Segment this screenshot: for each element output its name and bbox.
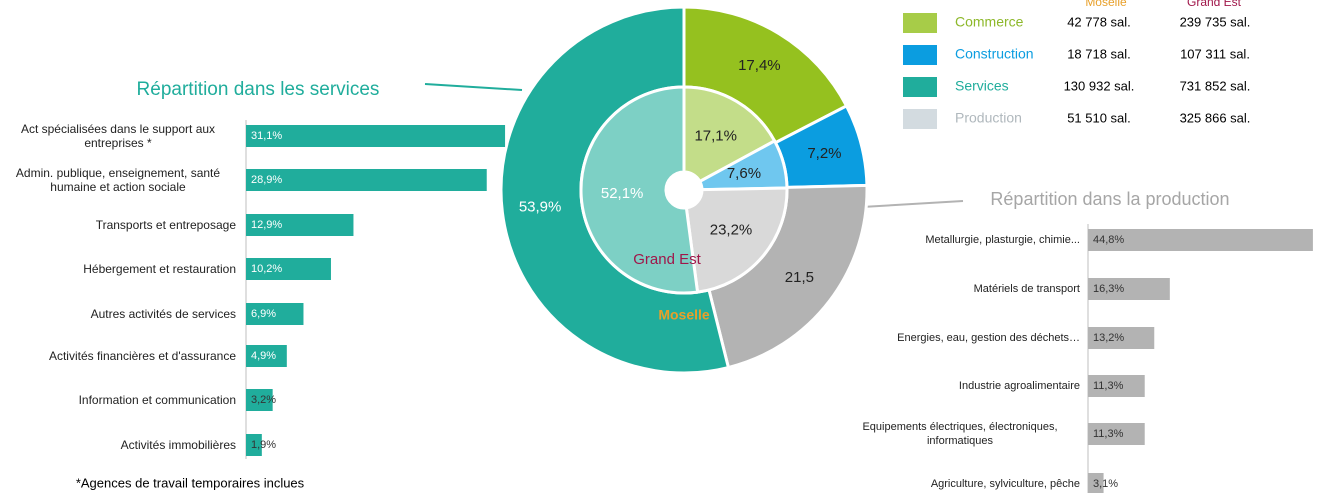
category-label-text: Autres activités de services [90,307,236,321]
bar [246,434,262,456]
slice-label: 52,1% [601,185,644,202]
category-label-text: Activités immobilières [120,438,236,452]
slice-label: 7,2% [807,145,841,162]
legend-header: Grand Est [1187,0,1242,9]
slice-label: 7,6% [727,165,761,182]
bar-value-label: 10,2% [251,263,282,275]
chart-title: Répartition dans la production [990,189,1229,209]
category-label: Activités financières et d'assurance [0,338,236,374]
legend-swatch [903,77,937,97]
bar [246,389,273,411]
bar [1088,229,1313,251]
category-label: Industrie agroalimentaire [800,368,1080,404]
bar-value-label: 3,2% [251,394,276,406]
chart-title: Répartition dans les services [137,79,380,100]
category-label-text: Hébergement et restauration [83,262,236,276]
legend-moselle: 18 718 sal. [1067,46,1131,61]
category-label-text: Industrie agroalimentaire [958,380,1080,392]
category-label: Metallurgie, plasturgie, chimie... [800,222,1080,258]
category-label: Agriculture, sylviculture, pêche [800,466,1080,502]
slice-label: 21,5 [785,269,814,286]
bar-value-label: 28,9% [251,174,282,186]
footnote: *Agences de travail temporaires inclues [76,475,305,490]
legend-grand-est: 325 866 sal. [1180,110,1251,125]
ring-label: Grand Est [633,251,701,268]
donut-slice [682,85,777,184]
production-pointer [861,200,964,208]
category-label-text: Matériels de transport [973,283,1080,295]
bar [246,303,304,325]
bar [1088,423,1145,445]
category-label: Hébergement et restauration [0,251,236,287]
category-label: Autres activités de services [0,296,236,332]
bar [246,125,506,147]
category-label-text: Act spécialisées dans le support aux ent… [20,122,216,150]
category-label-text: Equipements électriques, électroniques, … [862,421,1058,447]
category-label-text: Admin. publique, enseignement, santé hum… [15,166,221,194]
bar [246,214,354,236]
slice-label: 23,2% [710,221,753,238]
donut-slice [579,85,700,295]
legend-grand-est: 731 852 sal. [1180,78,1251,93]
category-label: Matériels de transport [800,271,1080,307]
bar-value-label: 1,9% [251,439,276,451]
category-label: Act spécialisées dans le support aux ent… [0,118,236,154]
slice-label: 53,9% [519,199,562,216]
category-label: Activités immobilières [0,427,236,463]
slice-label: 17,1% [694,128,737,145]
legend-label: Services [955,78,1009,94]
bar-value-label: 16,3% [1093,283,1124,295]
ring-label: Moselle [658,307,710,323]
bar [1088,327,1155,349]
legend-header: Moselle [1085,0,1127,9]
slice-label: 17,4% [738,57,781,74]
legend-moselle: 130 932 sal. [1064,78,1135,93]
legend-label: Construction [955,46,1034,62]
legend-label: Production [955,110,1022,126]
category-label-text: Metallurgie, plasturgie, chimie... [925,234,1080,246]
legend-label: Commerce [955,14,1024,30]
category-label: Transports et entreposage [0,207,236,243]
donut-slice [684,186,789,294]
category-label: Admin. publique, enseignement, santé hum… [0,162,236,198]
legend-swatch [903,109,937,129]
bar-value-label: 44,8% [1093,234,1124,246]
category-label-text: Activités financières et d'assurance [48,349,236,363]
bar [1088,375,1145,397]
bar [246,258,331,280]
category-label: Information et communication [0,382,236,418]
legend-grand-est: 239 735 sal. [1180,14,1251,29]
legend-moselle: 51 510 sal. [1067,110,1131,125]
bar-value-label: 13,2% [1093,332,1124,344]
legend-grand-est: 107 311 sal. [1180,46,1250,61]
bar-value-label: 6,9% [251,308,276,320]
category-label-text: Energies, eau, gestion des déchets… [897,332,1080,344]
bar-value-label: 31,1% [251,130,282,142]
category-label: Equipements électriques, électroniques, … [800,416,1080,452]
bar [246,345,287,367]
category-label: Energies, eau, gestion des déchets… [800,320,1080,356]
services-pointer [424,83,523,91]
bar-value-label: 3,1% [1093,478,1118,490]
bar-value-label: 4,9% [251,350,276,362]
category-label-text: Transports et entreposage [95,218,236,232]
bar-value-label: 11,3% [1093,380,1124,392]
bar-value-label: 11,3% [1093,428,1124,440]
category-label-text: Agriculture, sylviculture, pêche [930,478,1080,490]
bar [1088,278,1170,300]
category-label-text: Information et communication [78,393,236,407]
legend-swatch [903,13,937,33]
legend-swatch [903,45,937,65]
bar [246,169,487,191]
legend-moselle: 42 778 sal. [1067,14,1131,29]
bar [1088,473,1104,493]
bar-value-label: 12,9% [251,219,282,231]
